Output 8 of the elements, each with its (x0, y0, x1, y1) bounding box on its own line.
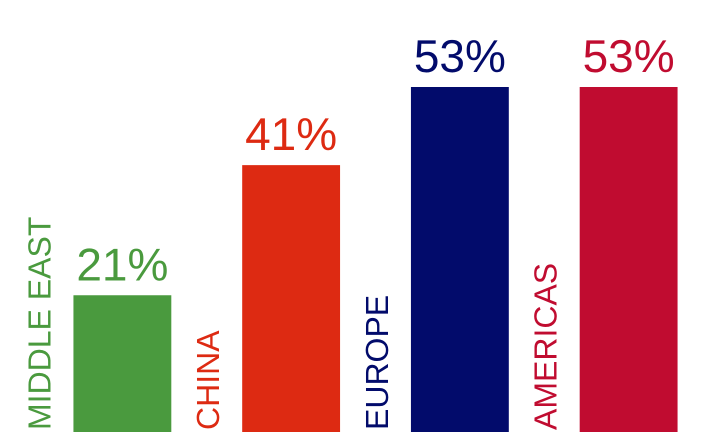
x-tick-label: AMERICAS (528, 262, 564, 430)
data-label: 21% (76, 238, 168, 290)
x-tick-label: CHINA (190, 330, 226, 430)
x-tick-label: MIDDLE EAST (21, 216, 58, 430)
data-label: 53% (414, 30, 506, 82)
data-label: 41% (245, 108, 338, 160)
data-label: 53% (582, 30, 675, 82)
x-tick-label: EUROPE (358, 294, 395, 430)
